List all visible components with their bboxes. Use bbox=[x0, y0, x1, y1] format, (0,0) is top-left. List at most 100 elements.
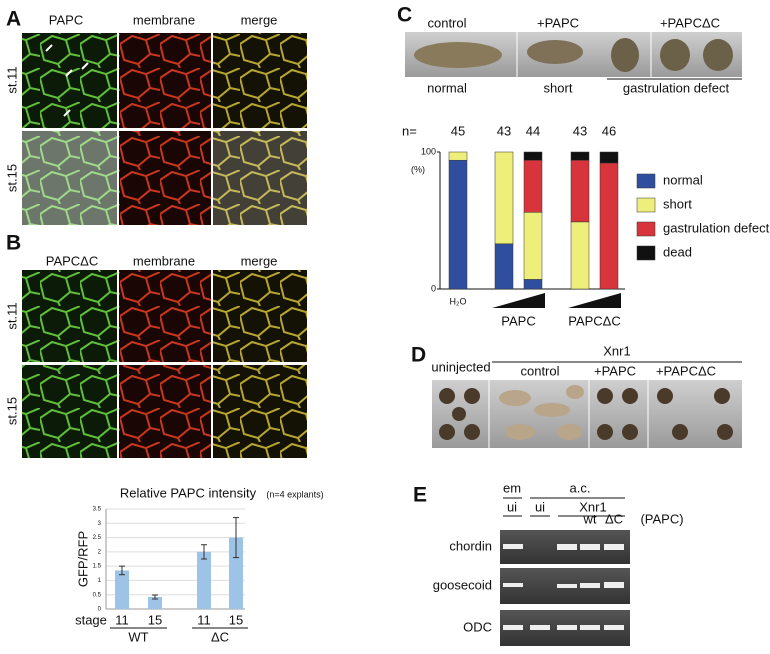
y-tick-label: 0 bbox=[98, 607, 102, 613]
n-value: 43 bbox=[573, 123, 587, 138]
lane-label: (PAPC) bbox=[640, 511, 683, 526]
row-label: st.15 bbox=[4, 164, 19, 192]
lane-label: Xnr1 bbox=[579, 499, 606, 514]
bar-segment bbox=[448, 159, 468, 290]
column-label: merge bbox=[241, 253, 278, 268]
x-tick-label: 11 bbox=[115, 612, 129, 627]
photo-label: Xnr1 bbox=[603, 343, 630, 358]
micrographs bbox=[22, 270, 307, 458]
bar-segment bbox=[494, 243, 514, 290]
photo-label: gastrulation defect bbox=[623, 80, 730, 95]
gene-label: ODC bbox=[463, 619, 492, 634]
row-label: st.15 bbox=[4, 397, 19, 425]
y-tick-label: 0 bbox=[431, 283, 436, 293]
chart-title: Relative PAPC intensity bbox=[120, 485, 257, 500]
lane-label: ui bbox=[507, 499, 517, 514]
bar-segment bbox=[599, 162, 619, 290]
n-value: 46 bbox=[602, 123, 616, 138]
bar-segment bbox=[494, 151, 514, 245]
bar-segment bbox=[570, 159, 590, 223]
y-tick-label: 100 bbox=[421, 146, 436, 156]
gene-label: goosecoid bbox=[433, 577, 492, 592]
embryo-photos bbox=[432, 380, 742, 448]
photo-label: uninjected bbox=[431, 359, 490, 374]
row-label: st.11 bbox=[4, 302, 19, 329]
panel-letter: B bbox=[6, 232, 21, 255]
y-tick-label: 3 bbox=[98, 521, 102, 527]
y-tick-label: 1 bbox=[98, 578, 102, 584]
group-label: WT bbox=[128, 629, 148, 644]
dose-wedge bbox=[568, 293, 621, 308]
column-label: PAPCΔC bbox=[46, 253, 99, 268]
photo-label: +PAPCΔC bbox=[660, 15, 720, 30]
photo-label: +PAPC bbox=[594, 363, 636, 378]
dose-wedge bbox=[492, 293, 545, 308]
bar-segment bbox=[523, 159, 543, 213]
x-tick-label: H₂O bbox=[450, 296, 467, 306]
column-label: membrane bbox=[133, 12, 195, 27]
bar bbox=[115, 570, 129, 609]
bar-segment bbox=[448, 151, 468, 161]
y-tick-label: 2 bbox=[98, 549, 102, 555]
bar bbox=[197, 551, 211, 609]
legend-label: normal bbox=[663, 172, 703, 187]
legend-label: short bbox=[663, 196, 692, 211]
x-tick-label: 15 bbox=[148, 612, 162, 627]
embryo-photos bbox=[405, 32, 742, 77]
bar bbox=[229, 537, 243, 609]
photo-label: short bbox=[544, 80, 573, 95]
x-axis-label: stage bbox=[75, 612, 107, 627]
n-value: 44 bbox=[526, 123, 540, 138]
gene-label: chordin bbox=[449, 538, 492, 553]
legend-swatch bbox=[636, 197, 656, 213]
bar-segment bbox=[523, 279, 543, 290]
group-label: PAPCΔC bbox=[568, 313, 621, 328]
gel bbox=[500, 530, 630, 646]
bar-segment bbox=[523, 212, 543, 280]
x-tick-label: 15 bbox=[229, 612, 243, 627]
panel-letter: A bbox=[6, 8, 21, 31]
panel-letter: D bbox=[411, 344, 426, 367]
bar-segment bbox=[523, 151, 543, 161]
y-tick-label: 1.5 bbox=[93, 564, 102, 570]
panel-letter: E bbox=[413, 484, 427, 507]
lane-label: ΔC bbox=[605, 511, 623, 526]
y-axis-label: GFP/RFP bbox=[75, 531, 90, 587]
lane-label: ui bbox=[535, 499, 545, 514]
legend-swatch bbox=[636, 245, 656, 261]
photo-label: control bbox=[427, 15, 466, 30]
panel-letter: C bbox=[397, 4, 412, 27]
lane-label: wt bbox=[583, 511, 597, 526]
photo-label: control bbox=[520, 363, 559, 378]
chart-subtitle: (n=4 explants) bbox=[266, 489, 323, 499]
legend-label: dead bbox=[663, 244, 692, 259]
column-label: merge bbox=[241, 12, 278, 27]
legend-swatch bbox=[636, 221, 656, 237]
lane-label: em bbox=[503, 480, 521, 495]
y-tick-label: 3.5 bbox=[93, 507, 102, 513]
n-label: n= bbox=[402, 123, 417, 138]
n-value: 45 bbox=[451, 123, 465, 138]
group-label: PAPC bbox=[501, 313, 535, 328]
micrographs bbox=[22, 33, 307, 225]
bar-segment bbox=[570, 151, 590, 161]
n-value: 43 bbox=[497, 123, 511, 138]
bar-segment bbox=[599, 151, 619, 164]
photo-label: +PAPC bbox=[537, 15, 579, 30]
legend-label: gastrulation defect bbox=[663, 220, 770, 235]
photo-label: +PAPCΔC bbox=[656, 363, 716, 378]
y-tick-label: 2.5 bbox=[93, 535, 102, 541]
lane-label: a.c. bbox=[570, 480, 591, 495]
bar-segment bbox=[570, 221, 590, 290]
photo-label: normal bbox=[427, 80, 467, 95]
column-label: PAPC bbox=[49, 12, 83, 27]
y-axis-label: (%) bbox=[411, 164, 425, 174]
bar bbox=[148, 597, 162, 609]
column-label: membrane bbox=[133, 253, 195, 268]
legend-swatch bbox=[636, 173, 656, 189]
group-label: ΔC bbox=[211, 629, 229, 644]
y-tick-label: 0.5 bbox=[93, 592, 102, 598]
x-tick-label: 11 bbox=[197, 612, 211, 627]
row-label: st.11 bbox=[4, 66, 19, 93]
